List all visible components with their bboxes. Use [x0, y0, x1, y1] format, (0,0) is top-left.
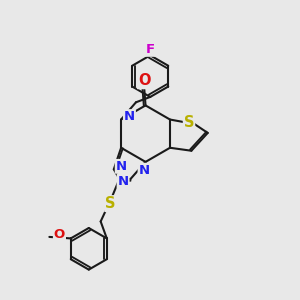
Text: N: N — [124, 110, 135, 123]
Text: S: S — [105, 196, 116, 211]
Text: N: N — [116, 160, 127, 173]
Text: O: O — [138, 73, 150, 88]
Text: N: N — [139, 164, 150, 177]
Text: O: O — [54, 228, 65, 241]
Text: N: N — [118, 175, 129, 188]
Text: S: S — [184, 115, 194, 130]
Text: F: F — [146, 43, 155, 56]
